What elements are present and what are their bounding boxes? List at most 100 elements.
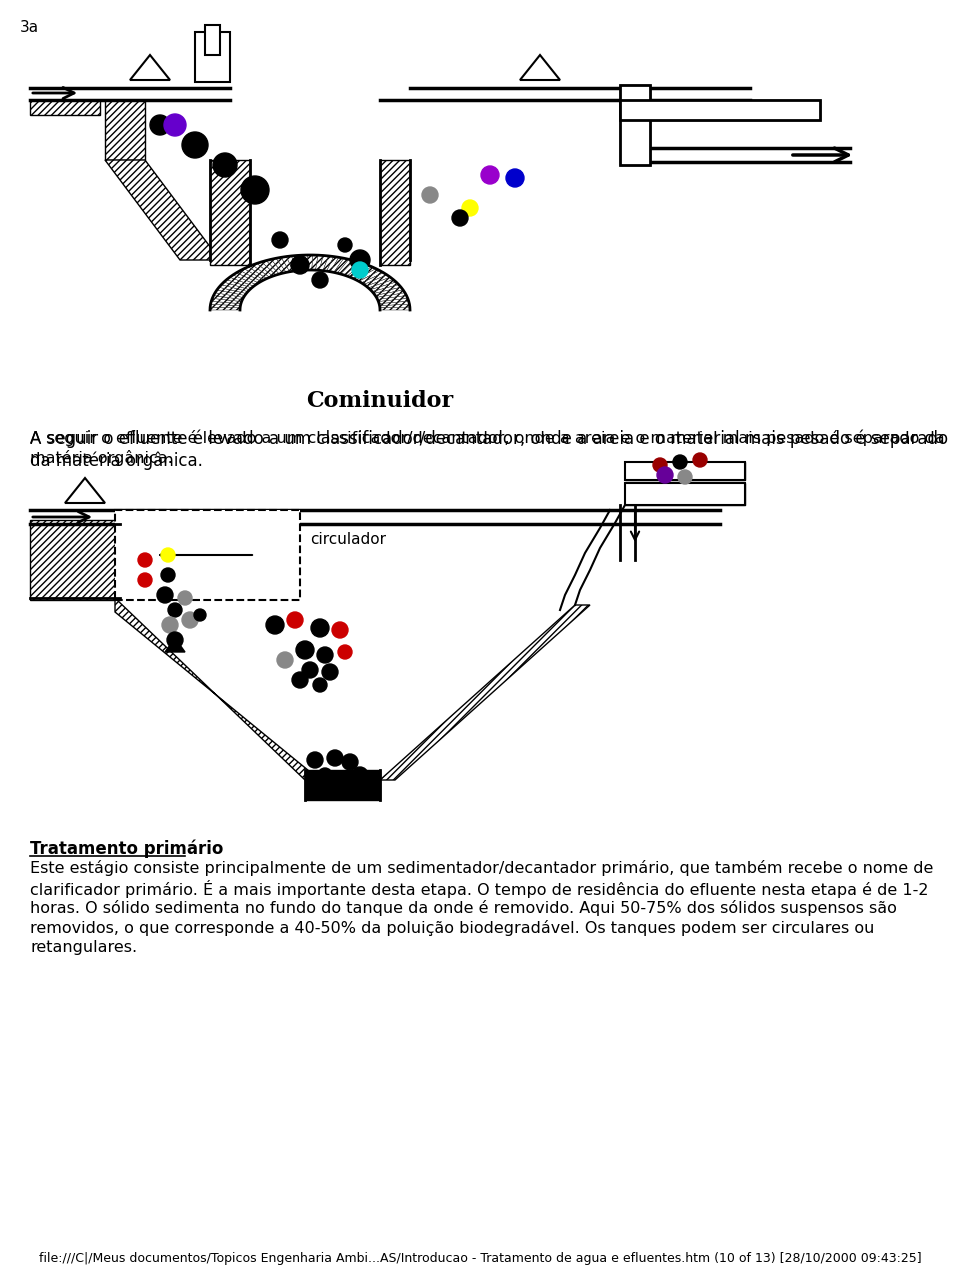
Bar xyxy=(195,32,230,82)
Polygon shape xyxy=(210,304,240,308)
Polygon shape xyxy=(257,262,276,276)
Circle shape xyxy=(302,662,318,678)
Circle shape xyxy=(311,619,329,637)
Polygon shape xyxy=(252,263,273,277)
Polygon shape xyxy=(297,255,304,271)
Bar xyxy=(625,462,745,479)
Text: retangulares.: retangulares. xyxy=(30,940,137,955)
Polygon shape xyxy=(316,255,324,271)
Circle shape xyxy=(213,153,237,177)
Bar xyxy=(620,100,820,121)
Circle shape xyxy=(287,612,303,628)
Polygon shape xyxy=(341,260,358,276)
Polygon shape xyxy=(334,258,348,273)
Circle shape xyxy=(164,114,186,136)
Polygon shape xyxy=(307,255,313,271)
Polygon shape xyxy=(376,292,406,300)
Circle shape xyxy=(481,165,499,185)
Bar xyxy=(620,100,820,121)
Text: removidos, o que corresponde a 40-50% da poluição biodegradável. Os tanques pode: removidos, o que corresponde a 40-50% da… xyxy=(30,920,875,936)
Circle shape xyxy=(693,453,707,467)
Polygon shape xyxy=(219,285,248,294)
Polygon shape xyxy=(229,274,256,286)
Bar xyxy=(30,520,120,600)
Polygon shape xyxy=(130,55,170,79)
Polygon shape xyxy=(211,299,242,304)
Circle shape xyxy=(338,645,352,659)
Polygon shape xyxy=(348,263,368,277)
Circle shape xyxy=(352,767,368,783)
Circle shape xyxy=(350,250,370,271)
Bar xyxy=(625,483,745,505)
Polygon shape xyxy=(276,258,290,272)
Text: circulador: circulador xyxy=(310,532,386,547)
Polygon shape xyxy=(312,255,318,271)
Circle shape xyxy=(182,132,208,158)
Polygon shape xyxy=(65,478,105,503)
Bar xyxy=(625,462,745,479)
Circle shape xyxy=(157,587,173,603)
Polygon shape xyxy=(378,299,409,304)
Circle shape xyxy=(296,641,314,659)
Polygon shape xyxy=(359,271,383,283)
Circle shape xyxy=(161,547,175,562)
Polygon shape xyxy=(165,638,185,653)
Polygon shape xyxy=(369,279,396,290)
Circle shape xyxy=(422,187,438,203)
Polygon shape xyxy=(372,285,401,294)
Polygon shape xyxy=(320,255,328,271)
Polygon shape xyxy=(375,290,405,297)
Polygon shape xyxy=(371,282,398,291)
Circle shape xyxy=(317,647,333,663)
Circle shape xyxy=(313,678,327,692)
Circle shape xyxy=(167,632,183,647)
Polygon shape xyxy=(286,256,297,271)
Polygon shape xyxy=(373,287,403,295)
Circle shape xyxy=(241,176,269,204)
Polygon shape xyxy=(361,273,387,285)
Polygon shape xyxy=(366,277,394,288)
Polygon shape xyxy=(379,301,409,305)
Text: horas. O sólido sedimenta no fundo do tanque da onde é removido. Aqui 50-75% dos: horas. O sólido sedimenta no fundo do ta… xyxy=(30,900,897,917)
Polygon shape xyxy=(302,255,308,271)
Polygon shape xyxy=(212,296,243,301)
Circle shape xyxy=(312,272,328,288)
Polygon shape xyxy=(380,605,590,779)
Polygon shape xyxy=(210,308,240,310)
Circle shape xyxy=(462,200,478,215)
Circle shape xyxy=(138,553,152,567)
Bar xyxy=(105,100,145,160)
Circle shape xyxy=(332,622,348,638)
Bar xyxy=(115,510,300,600)
Circle shape xyxy=(657,467,673,483)
Text: Tratamento primário: Tratamento primário xyxy=(30,840,224,859)
Polygon shape xyxy=(115,597,320,779)
Circle shape xyxy=(194,609,206,620)
Polygon shape xyxy=(520,55,560,79)
Polygon shape xyxy=(215,290,245,297)
Circle shape xyxy=(678,470,692,485)
Polygon shape xyxy=(244,267,267,279)
Polygon shape xyxy=(353,267,376,279)
Circle shape xyxy=(168,603,182,617)
Text: 3a: 3a xyxy=(20,21,39,35)
Polygon shape xyxy=(344,262,363,276)
Polygon shape xyxy=(330,258,344,272)
Circle shape xyxy=(338,238,352,253)
Polygon shape xyxy=(236,271,261,283)
Circle shape xyxy=(327,750,343,767)
Polygon shape xyxy=(210,301,241,305)
Polygon shape xyxy=(337,259,353,274)
Bar xyxy=(620,85,650,165)
Circle shape xyxy=(653,458,667,472)
Circle shape xyxy=(138,573,152,587)
Polygon shape xyxy=(271,258,286,273)
Polygon shape xyxy=(377,296,408,301)
Circle shape xyxy=(318,768,332,782)
Polygon shape xyxy=(213,292,244,300)
Polygon shape xyxy=(221,282,250,291)
Polygon shape xyxy=(323,256,334,271)
Text: matéria orgânica.: matéria orgânica. xyxy=(30,450,173,465)
Circle shape xyxy=(266,615,284,635)
Circle shape xyxy=(272,232,288,247)
